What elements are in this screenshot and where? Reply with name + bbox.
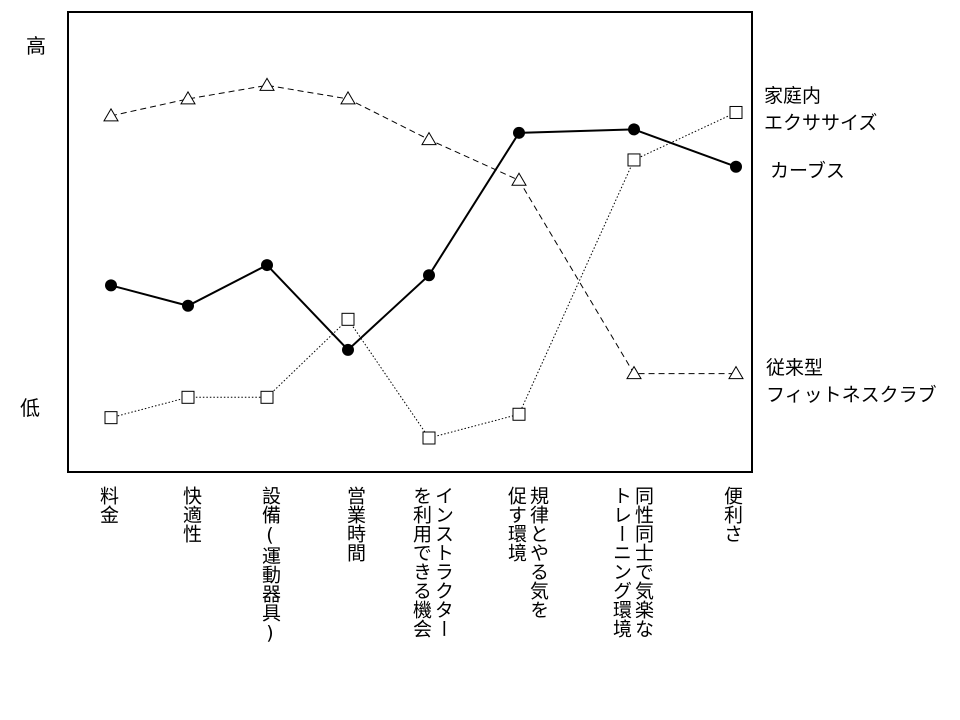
data-point-open-square <box>422 431 436 445</box>
data-point-open-square <box>260 390 274 404</box>
data-point-open-triangle <box>626 365 642 380</box>
series-line-open-triangle <box>110 84 736 375</box>
x-tick-label: 同性同士で気楽な トレーニング環境 <box>610 486 654 638</box>
data-point-open-square <box>181 390 195 404</box>
data-point-open-triangle <box>421 131 437 146</box>
y-axis-low-label: 低 <box>20 396 40 420</box>
plot-frame <box>67 11 753 473</box>
data-point-open-triangle <box>180 90 196 105</box>
data-point-filled-circle <box>730 160 742 173</box>
series-line-filled-circle <box>110 128 737 352</box>
data-point-filled-circle <box>513 126 525 139</box>
data-point-open-triangle <box>511 172 527 186</box>
legend-home-exercise: 家庭内 エクササイズ <box>764 85 878 134</box>
data-point-open-square <box>729 105 743 119</box>
x-tick-label: 規律とやる気を 促す環境 <box>505 486 549 619</box>
x-tick-label: インストラクター を利用できる機会 <box>410 486 454 638</box>
x-tick-label: 営業時間 <box>344 486 366 562</box>
data-point-open-triangle <box>259 77 275 91</box>
y-axis-high-label: 高 <box>26 34 46 58</box>
data-point-filled-circle <box>628 123 640 136</box>
x-tick-label: 料金 <box>97 486 119 524</box>
series-layer <box>103 77 744 445</box>
x-tick-label: 快適性 <box>180 486 202 543</box>
legend-traditional-fitness-club: 従来型 フィットネスクラブ <box>766 357 937 406</box>
data-point-open-triangle <box>340 90 356 105</box>
data-point-filled-circle <box>423 269 435 282</box>
data-point-open-square <box>341 312 355 326</box>
data-point-filled-circle <box>261 259 273 272</box>
data-point-open-square <box>512 407 526 421</box>
data-point-filled-circle <box>342 343 354 356</box>
x-tick-label: 設備(運動器具) <box>259 486 281 644</box>
data-point-open-triangle <box>103 107 119 122</box>
data-point-filled-circle <box>105 279 117 292</box>
x-tick-label: 便利さ <box>721 486 743 543</box>
data-point-open-square <box>627 153 641 167</box>
legend-curves: カーブス <box>770 160 845 182</box>
data-point-open-triangle <box>728 365 744 380</box>
data-point-filled-circle <box>182 299 194 312</box>
data-point-open-square <box>104 411 118 425</box>
